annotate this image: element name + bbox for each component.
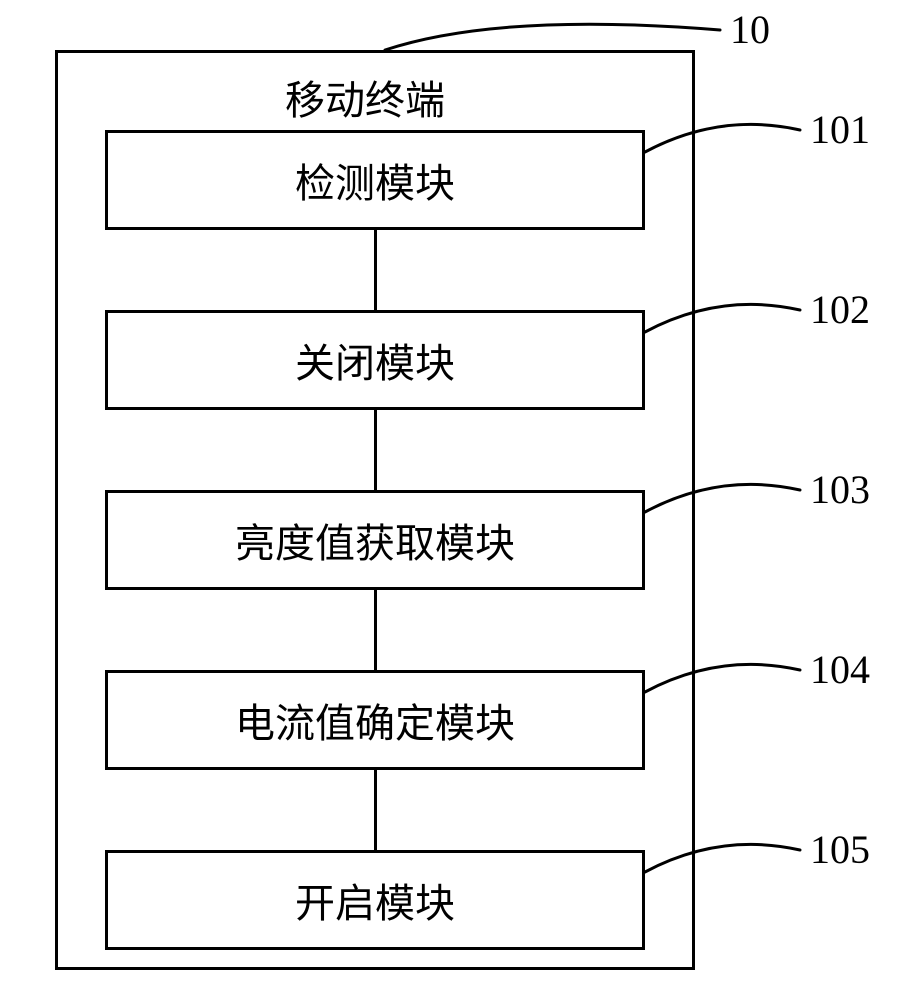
module-label-close: 102	[810, 286, 870, 333]
connector-brightness-to-current	[374, 590, 377, 670]
module-label-brightness: 103	[810, 466, 870, 513]
outer-title: 移动终端	[285, 68, 445, 126]
leader-line-open	[639, 826, 806, 878]
module-box-close: 关闭模块	[105, 310, 645, 410]
module-text-brightness: 亮度值获取模块	[235, 511, 515, 569]
module-label-current: 104	[810, 646, 870, 693]
module-text-close: 关闭模块	[295, 331, 455, 389]
connector-current-to-open	[374, 770, 377, 850]
diagram-canvas: 移动终端 10 检测模块 101 关闭模块 102 亮度值获取模块 103 电流值确定模块 1…	[0, 0, 915, 1000]
module-label-detect: 101	[810, 106, 870, 153]
module-box-detect: 检测模块	[105, 130, 645, 230]
leader-line-brightness	[639, 466, 806, 518]
connector-close-to-brightness	[374, 410, 377, 490]
module-text-detect: 检测模块	[295, 151, 455, 209]
leader-line-close	[639, 286, 806, 338]
module-box-current: 电流值确定模块	[105, 670, 645, 770]
module-text-current: 电流值确定模块	[235, 691, 515, 749]
leader-line-current	[639, 646, 806, 698]
module-box-brightness: 亮度值获取模块	[105, 490, 645, 590]
outer-label-number: 10	[730, 6, 770, 53]
module-box-open: 开启模块	[105, 850, 645, 950]
leader-line-detect	[639, 106, 806, 158]
module-text-open: 开启模块	[295, 871, 455, 929]
outer-leader-line	[379, 6, 726, 56]
module-label-open: 105	[810, 826, 870, 873]
connector-detect-to-close	[374, 230, 377, 310]
